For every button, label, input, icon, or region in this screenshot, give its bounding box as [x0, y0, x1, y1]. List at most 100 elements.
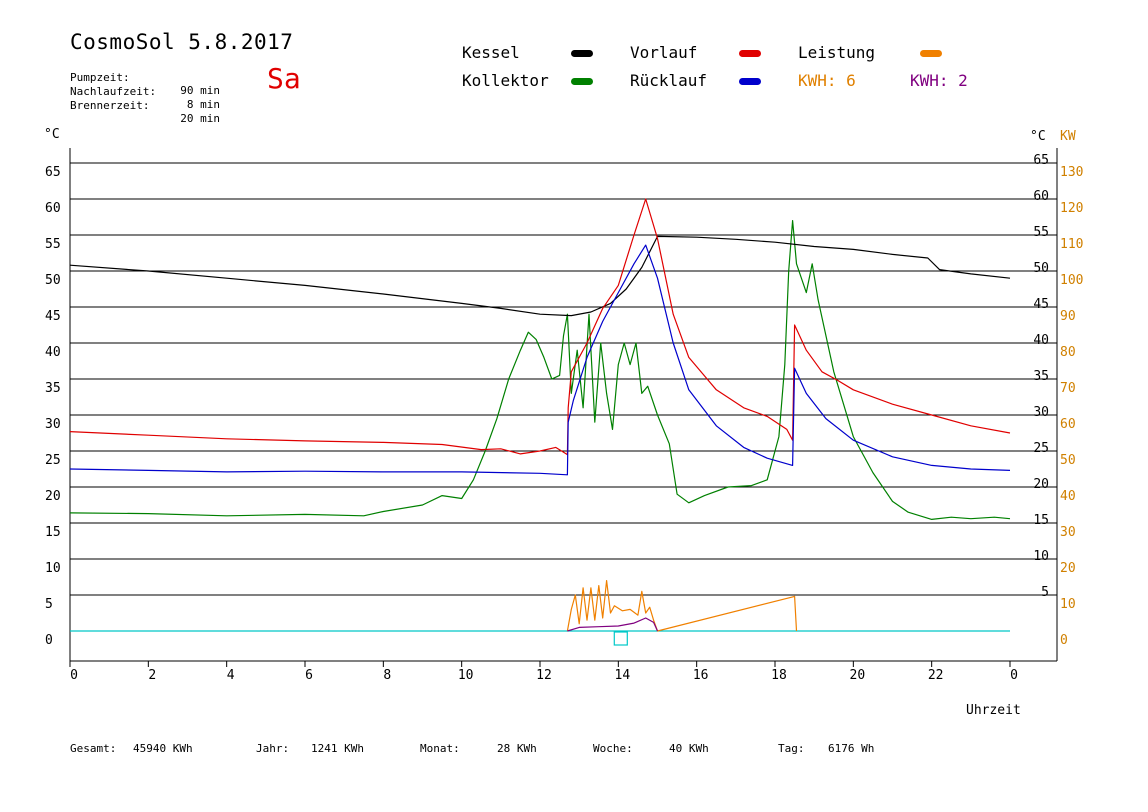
x-tick-label-8: 16 — [693, 668, 709, 683]
footer-woche-value: 40 KWh — [669, 742, 709, 755]
y-axis-label-left: °C — [44, 127, 60, 142]
footer-gesamt-label: Gesamt: — [70, 742, 117, 755]
legend-vorlauf-swatch — [739, 50, 761, 57]
y2-tick-70: 70 — [1060, 381, 1076, 396]
y-tick-right-20: 20 — [1033, 477, 1049, 492]
chart-grid — [70, 162, 1057, 596]
x-tick-label-0: 0 — [70, 668, 78, 683]
x-tick-label-4: 8 — [383, 668, 391, 683]
y-tick-right-5: 5 — [1041, 585, 1049, 600]
y-tick-left-5: 5 — [45, 597, 53, 612]
y2-tick-120: 120 — [1060, 201, 1083, 216]
x-tick-label-5: 10 — [458, 668, 474, 683]
footer-gesamt-value: 45940 KWh — [133, 742, 193, 755]
y2-tick-130: 130 — [1060, 165, 1083, 180]
x-tick-label-3: 6 — [305, 668, 313, 683]
x-tick-label-2: 4 — [227, 668, 235, 683]
y2-tick-40: 40 — [1060, 489, 1076, 504]
x-axis-label: Uhrzeit — [966, 703, 1021, 718]
y-tick-right-55: 55 — [1033, 225, 1049, 240]
legend-ruecklauf-swatch — [739, 78, 761, 85]
nachlaufzeit-row: Nachlaufzeit: 8 min — [70, 72, 220, 111]
legend-kwh-purple: KWH: 2 — [910, 71, 968, 90]
series-ruecklauf-line — [69, 244, 1011, 476]
y2-tick-30: 30 — [1060, 525, 1076, 540]
footer-jahr-label: Jahr: — [256, 742, 290, 755]
y-tick-right-35: 35 — [1033, 369, 1049, 384]
y-tick-left-30: 30 — [45, 417, 61, 432]
legend-kwh-orange: KWH: 6 — [798, 71, 856, 90]
y-tick-right-30: 30 — [1033, 405, 1049, 420]
nachlaufzeit-value: 8 min — [186, 98, 220, 111]
weekday-label: Sa — [267, 62, 301, 95]
y-tick-left-65: 65 — [45, 165, 61, 180]
y-tick-left-0: 0 — [45, 633, 53, 648]
x-tick-label-1: 2 — [148, 668, 156, 683]
y-tick-right-10: 10 — [1033, 549, 1049, 564]
x-tick-label-12: 0 — [1010, 668, 1018, 683]
legend-kessel-swatch — [571, 50, 593, 57]
chart-ticks: 0510152025303540455055606551015202530354… — [45, 153, 1083, 683]
legend-leistung-label: Leistung — [798, 43, 876, 62]
y-tick-left-60: 60 — [45, 201, 61, 216]
y-tick-right-65: 65 — [1033, 153, 1049, 168]
y2-tick-10: 10 — [1060, 597, 1076, 612]
brennerzeit-row: Brennerzeit: 20 min — [70, 86, 220, 125]
x-tick-label-9: 18 — [771, 668, 787, 683]
x-tick-label-7: 14 — [615, 668, 631, 683]
legend-kollektor-label: Kollektor — [462, 71, 549, 90]
series-kwh-line — [567, 617, 659, 632]
y2-axis-label: KW — [1060, 129, 1076, 144]
y-tick-left-10: 10 — [45, 561, 61, 576]
legend-vorlauf-label: Vorlauf — [630, 43, 698, 62]
footer-monat-label: Monat: — [420, 742, 460, 755]
y2-tick-0: 0 — [1060, 633, 1068, 648]
y2-tick-60: 60 — [1060, 417, 1076, 432]
footer-tag-label: Tag: — [778, 742, 805, 755]
series-leistung-line — [566, 580, 798, 632]
pumpzeit-row: Pumpzeit: 90 min — [70, 58, 220, 97]
y2-tick-80: 80 — [1060, 345, 1076, 360]
footer-jahr-value: 1241 KWh — [311, 742, 364, 755]
y-tick-right-50: 50 — [1033, 261, 1049, 276]
footer-woche-label: Woche: — [593, 742, 633, 755]
footer-monat-value: 28 KWh — [497, 742, 537, 755]
chart-series — [69, 198, 1011, 646]
y-tick-left-45: 45 — [45, 309, 61, 324]
y2-tick-110: 110 — [1060, 237, 1083, 252]
pumpzeit-label: Pumpzeit: — [70, 71, 130, 84]
pumpzeit-value: 90 min — [180, 84, 220, 97]
brennerzeit-label: Brennerzeit: — [70, 99, 150, 112]
y-tick-left-25: 25 — [45, 453, 61, 468]
legend-ruecklauf-label: Rücklauf — [630, 71, 708, 90]
y-tick-right-15: 15 — [1033, 513, 1049, 528]
brennerzeit-value: 20 min — [180, 112, 220, 125]
y-axis-label-right: °C — [1030, 129, 1046, 144]
chart-axes — [69, 148, 1058, 662]
y-tick-left-20: 20 — [45, 489, 61, 504]
y2-tick-100: 100 — [1060, 273, 1083, 288]
y-tick-right-40: 40 — [1033, 333, 1049, 348]
x-tick-label-10: 20 — [850, 668, 866, 683]
y2-tick-20: 20 — [1060, 561, 1076, 576]
y-tick-left-35: 35 — [45, 381, 61, 396]
y-tick-right-45: 45 — [1033, 297, 1049, 312]
y-tick-right-60: 60 — [1033, 189, 1049, 204]
x-tick-label-11: 22 — [928, 668, 944, 683]
y2-tick-90: 90 — [1060, 309, 1076, 324]
y-tick-left-15: 15 — [45, 525, 61, 540]
page-title: CosmoSol 5.8.2017 — [70, 30, 294, 54]
series-kollektor-line — [69, 220, 1011, 520]
nachlaufzeit-label: Nachlaufzeit: — [70, 85, 157, 98]
y-tick-left-55: 55 — [45, 237, 61, 252]
legend-kollektor-swatch — [571, 78, 593, 85]
y-tick-left-50: 50 — [45, 273, 61, 288]
series-vorlauf-line — [69, 198, 1011, 456]
y-tick-left-40: 40 — [45, 345, 61, 360]
legend-leistung-swatch — [920, 50, 942, 57]
legend-kessel-label: Kessel — [462, 43, 520, 62]
x-tick-label-6: 12 — [536, 668, 552, 683]
series-kessel-line — [69, 235, 1011, 317]
y-tick-right-25: 25 — [1033, 441, 1049, 456]
